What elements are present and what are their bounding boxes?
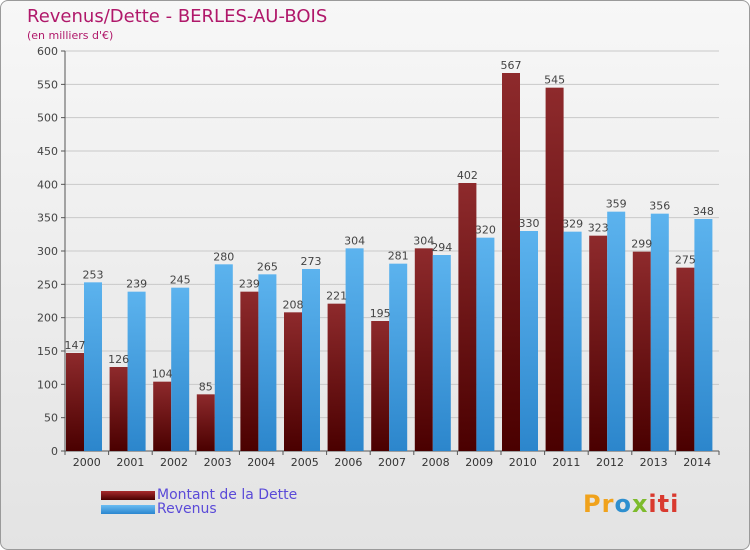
y-tick-label: 200 xyxy=(37,312,58,325)
data-label-revenue: 253 xyxy=(83,268,104,281)
data-label-revenue: 294 xyxy=(431,241,452,254)
bar-revenue xyxy=(650,213,669,451)
y-tick-label: 250 xyxy=(37,278,58,291)
bar-revenue xyxy=(127,291,146,451)
x-tick-label: 2008 xyxy=(422,456,450,469)
data-label-revenue: 273 xyxy=(301,255,322,268)
bar-revenue xyxy=(171,287,190,451)
bar-debt xyxy=(240,291,259,451)
data-label-debt: 208 xyxy=(283,298,304,311)
x-tick-label: 2014 xyxy=(683,456,711,469)
x-tick-label: 2010 xyxy=(509,456,537,469)
data-label-debt: 126 xyxy=(108,353,129,366)
y-tick-label: 550 xyxy=(37,78,58,91)
bar-revenue xyxy=(520,231,538,451)
data-label-revenue: 280 xyxy=(213,250,234,263)
chart-subtitle: (en milliers d'€) xyxy=(27,29,114,42)
bar-debt xyxy=(284,312,302,451)
x-tick-label: 2011 xyxy=(552,456,580,469)
data-label-debt: 104 xyxy=(152,368,173,381)
data-label-revenue: 359 xyxy=(606,198,627,211)
x-tick-label: 2006 xyxy=(334,456,362,469)
y-tick-label: 0 xyxy=(51,445,58,458)
y-tick-label: 50 xyxy=(44,412,58,425)
data-label-revenue: 356 xyxy=(649,200,670,213)
x-tick-label: 2012 xyxy=(596,456,624,469)
y-tick-label: 350 xyxy=(37,212,58,225)
y-tick-label: 150 xyxy=(37,345,58,358)
legend-label-revenue: Revenus xyxy=(157,501,217,517)
bar-debt xyxy=(589,235,608,451)
bar-debt xyxy=(545,87,564,452)
data-label-revenue: 245 xyxy=(170,274,191,287)
data-label-debt: 545 xyxy=(544,74,565,87)
data-label-debt: 567 xyxy=(501,59,522,72)
bar-revenue xyxy=(563,231,582,451)
bar-revenue xyxy=(345,248,364,451)
bar-revenue xyxy=(302,269,320,451)
bar-revenue xyxy=(389,263,408,451)
data-label-revenue: 329 xyxy=(562,218,583,231)
chart-title: Revenus/Dette - BERLES-AU-BOIS xyxy=(27,6,328,27)
data-label-debt: 85 xyxy=(199,380,213,393)
y-tick-label: 450 xyxy=(37,145,58,158)
x-tick-label: 2013 xyxy=(640,456,668,469)
bar-revenue xyxy=(258,274,277,451)
x-tick-label: 2001 xyxy=(116,456,144,469)
y-tick-label: 400 xyxy=(37,178,58,191)
y-tick-label: 100 xyxy=(37,378,58,391)
data-label-debt: 402 xyxy=(457,169,478,182)
bar-debt xyxy=(676,267,695,451)
bar-revenue xyxy=(214,264,233,451)
bar-debt xyxy=(109,367,128,451)
bar-revenue xyxy=(84,282,102,451)
bar-debt xyxy=(66,353,84,451)
data-label-debt: 323 xyxy=(588,222,609,235)
legend-swatch-debt xyxy=(101,491,155,500)
data-label-revenue: 320 xyxy=(475,224,496,237)
bar-debt xyxy=(502,73,520,451)
data-label-revenue: 348 xyxy=(693,205,714,218)
proxiti-logo: Proxiti xyxy=(583,490,680,518)
x-tick-label: 2007 xyxy=(378,456,406,469)
x-tick-label: 2009 xyxy=(465,456,493,469)
data-label-revenue: 330 xyxy=(519,217,540,230)
bar-revenue xyxy=(694,219,713,451)
bar-debt xyxy=(632,251,651,451)
bar-debt xyxy=(153,381,172,451)
data-label-debt: 195 xyxy=(370,307,391,320)
x-tick-label: 2000 xyxy=(73,456,101,469)
data-label-debt: 221 xyxy=(326,290,347,303)
legend-swatch-revenue xyxy=(101,505,155,514)
data-label-debt: 299 xyxy=(631,238,652,251)
bar-debt xyxy=(414,248,433,451)
bar-debt xyxy=(458,183,477,451)
data-label-debt: 275 xyxy=(675,254,696,267)
x-tick-label: 2004 xyxy=(247,456,275,469)
data-label-revenue: 239 xyxy=(126,278,147,291)
bar-debt xyxy=(327,303,346,451)
y-tick-label: 600 xyxy=(37,45,58,58)
data-label-debt: 239 xyxy=(239,278,260,291)
x-tick-label: 2002 xyxy=(160,456,188,469)
bar-revenue xyxy=(476,237,495,451)
y-tick-label: 500 xyxy=(37,112,58,125)
data-label-revenue: 265 xyxy=(257,260,278,273)
x-tick-label: 2005 xyxy=(291,456,319,469)
bar-revenue xyxy=(432,255,451,451)
bar-debt xyxy=(371,321,390,451)
y-tick-label: 300 xyxy=(37,245,58,258)
bar-debt xyxy=(196,394,215,451)
data-label-debt: 304 xyxy=(413,234,434,247)
x-tick-label: 2003 xyxy=(204,456,232,469)
bar-revenue xyxy=(607,211,626,451)
data-label-revenue: 304 xyxy=(344,234,365,247)
legend-label-debt: Montant de la Dette xyxy=(157,487,298,503)
data-label-revenue: 281 xyxy=(388,250,409,263)
data-label-debt: 147 xyxy=(65,339,86,352)
